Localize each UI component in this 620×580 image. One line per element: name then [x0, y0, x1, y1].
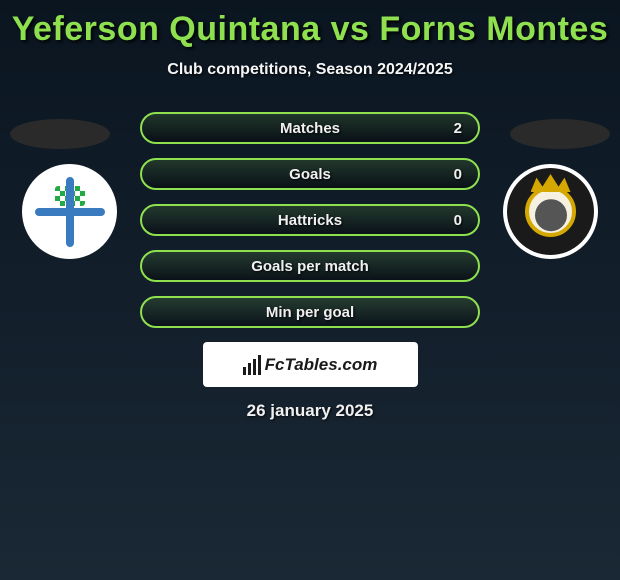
stat-label: Hattricks	[278, 212, 342, 229]
date-label: 26 january 2025	[140, 401, 480, 421]
racing-ferrol-logo-icon	[30, 172, 109, 251]
club-logo-left	[22, 164, 117, 259]
stat-label: Matches	[280, 120, 340, 137]
stat-pill-matches: Matches 2	[140, 112, 480, 144]
branding-badge: FcTables.com	[203, 342, 418, 387]
main-area: Matches 2 Goals 0 Hattricks 0 Goals per …	[0, 109, 620, 449]
stat-label: Min per goal	[266, 304, 354, 321]
stat-value: 2	[454, 120, 462, 137]
stat-value: 0	[454, 212, 462, 229]
stat-label: Goals	[289, 166, 331, 183]
stat-pill-goals: Goals 0	[140, 158, 480, 190]
page-title: Yeferson Quintana vs Forns Montes	[0, 10, 620, 49]
bars-icon	[243, 355, 261, 375]
player-silhouette-left	[10, 119, 110, 149]
stat-value: 0	[454, 166, 462, 183]
subtitle: Club competitions, Season 2024/2025	[0, 61, 620, 79]
comparison-card: Yeferson Quintana vs Forns Montes Club c…	[0, 0, 620, 449]
stat-pill-hattricks: Hattricks 0	[140, 204, 480, 236]
stat-label: Goals per match	[251, 258, 369, 275]
burgos-logo-icon	[507, 168, 594, 255]
stat-pill-goals-per-match: Goals per match	[140, 250, 480, 282]
stats-column: Matches 2 Goals 0 Hattricks 0 Goals per …	[140, 112, 480, 421]
club-logo-right	[503, 164, 598, 259]
branding-text: FcTables.com	[265, 355, 378, 375]
player-silhouette-right	[510, 119, 610, 149]
stat-pill-min-per-goal: Min per goal	[140, 296, 480, 328]
